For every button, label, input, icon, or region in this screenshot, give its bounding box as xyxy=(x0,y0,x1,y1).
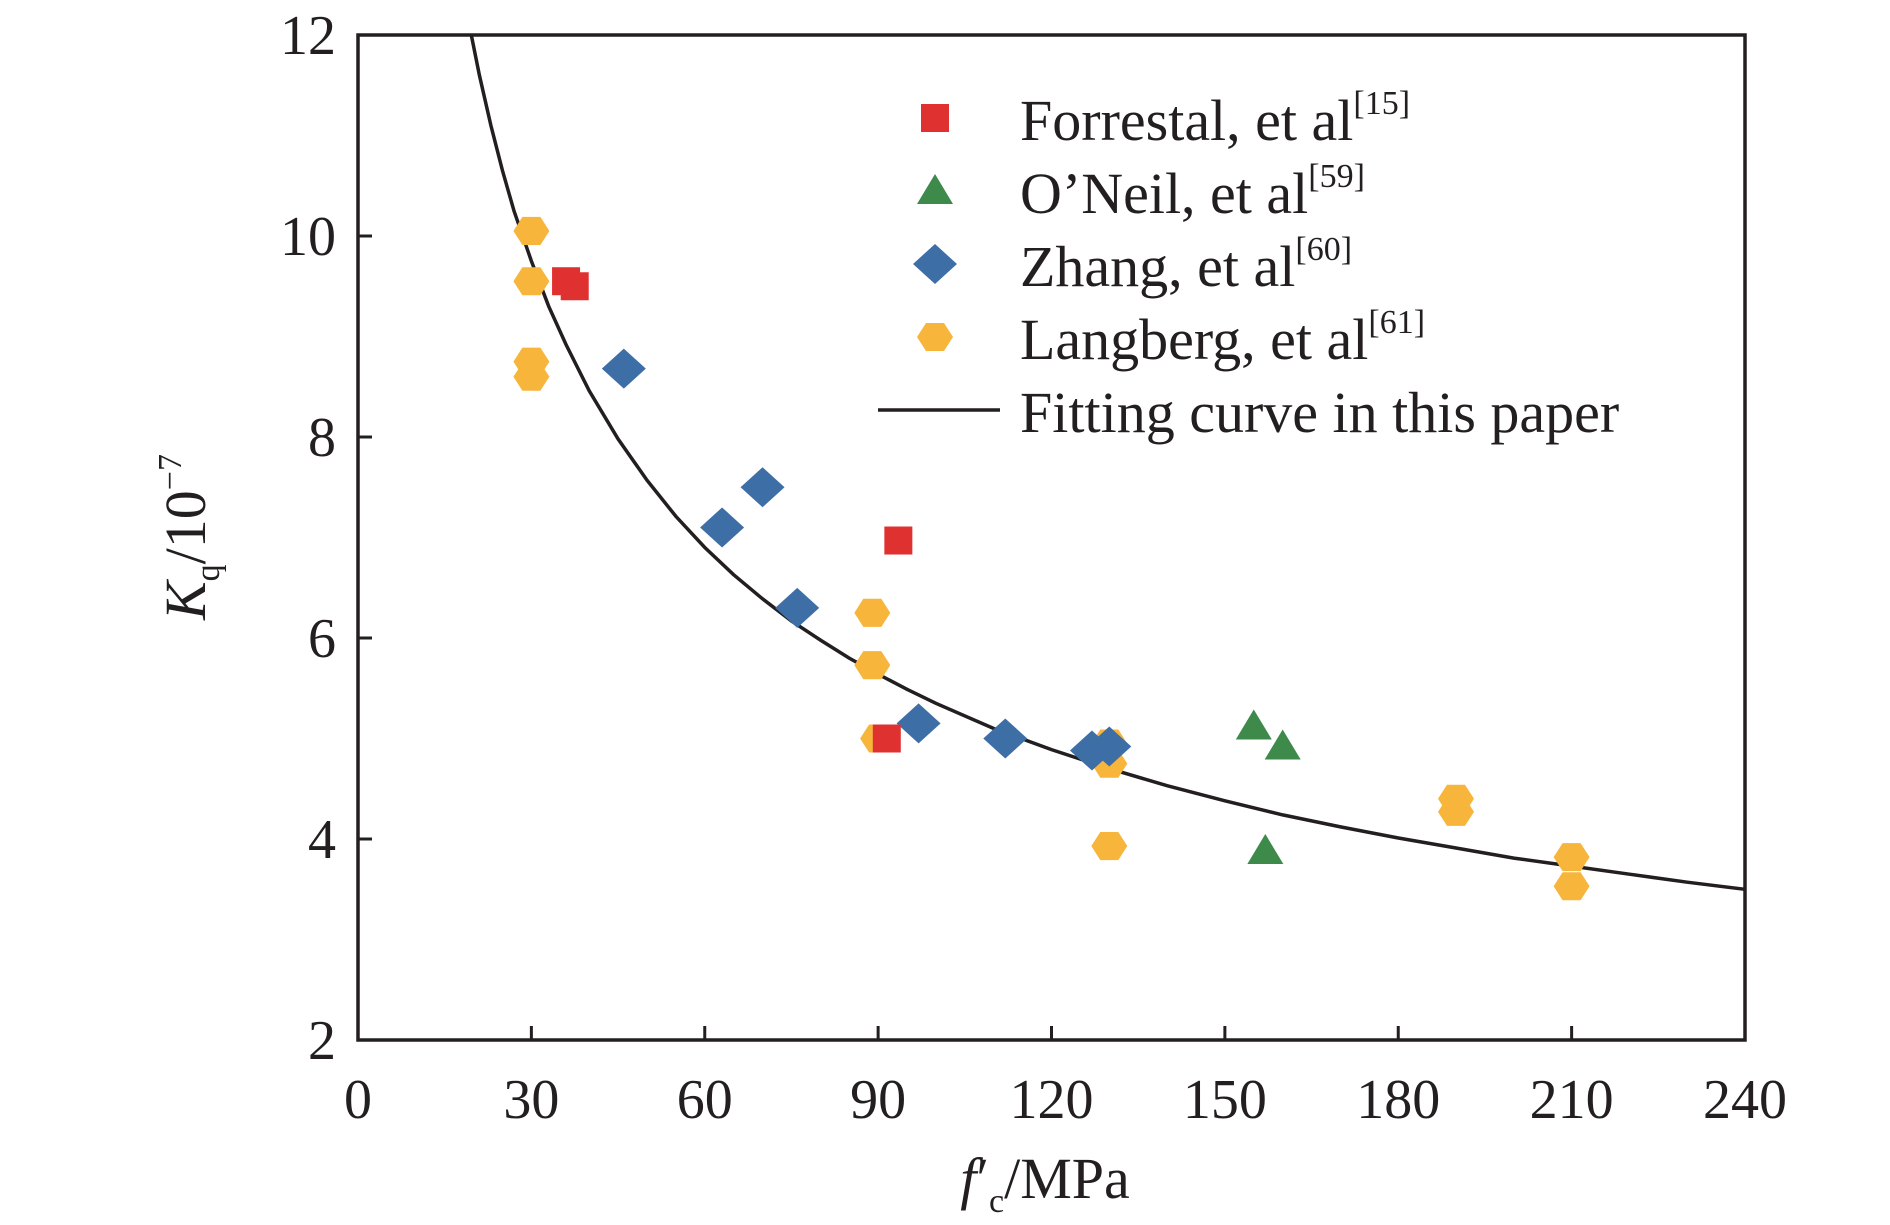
legend-item: Zhang, et al[60] xyxy=(913,231,1352,299)
x-tick-label: 60 xyxy=(677,1069,733,1131)
legend-label-fit: Fitting curve in this paper xyxy=(1020,380,1619,445)
legend-item-fit: Fitting curve in this paper xyxy=(878,380,1619,445)
x-axis-title-subscript: c xyxy=(989,1183,1004,1220)
y-tick-label: 6 xyxy=(308,608,336,670)
triangle-data-point xyxy=(1235,709,1272,740)
square-data-point xyxy=(884,526,913,555)
legend-label: O’Neil, et al[59] xyxy=(1020,158,1365,226)
hexagon-data-point xyxy=(513,267,550,296)
legend-item: O’Neil, et al[59] xyxy=(917,158,1365,226)
y-axis-title-subscript: q xyxy=(190,564,227,581)
legend-label: Langberg, et al[61] xyxy=(1020,304,1425,372)
diamond-data-point xyxy=(700,507,745,548)
square-data-point xyxy=(872,724,901,753)
legend-label-name: Zhang, et al xyxy=(1020,234,1295,299)
legend-label-ref: [15] xyxy=(1353,85,1410,122)
y-axis-title-unit: /10 xyxy=(153,490,218,564)
diamond-data-point xyxy=(1087,726,1132,767)
triangle-data-point xyxy=(1264,729,1301,760)
x-tick-label: 210 xyxy=(1530,1069,1614,1131)
x-tick-label: 120 xyxy=(1010,1069,1094,1131)
triangle-legend-icon xyxy=(917,174,953,204)
legend-item: Forrestal, et al[15] xyxy=(921,85,1410,153)
y-axis-title-exponent: −7 xyxy=(152,454,189,490)
hexagon-data-point xyxy=(1553,872,1590,901)
y-axis-ticks: 2 4 6 8 10 12 xyxy=(280,5,372,1072)
legend-label-ref: [59] xyxy=(1308,158,1365,195)
hexagon-data-point xyxy=(1553,843,1590,872)
hexagon-data-point xyxy=(854,651,891,680)
hexagon-data-point xyxy=(854,598,891,627)
legend-label-ref: [60] xyxy=(1295,231,1352,268)
diamond-data-point xyxy=(896,703,941,744)
diamond-data-point xyxy=(983,718,1028,759)
x-tick-label: 150 xyxy=(1183,1069,1267,1131)
x-tick-label: 180 xyxy=(1356,1069,1440,1131)
x-axis-ticks: 0 30 60 90 120 150 180 210 240 xyxy=(344,1026,1787,1131)
y-tick-label: 12 xyxy=(280,5,336,67)
y-tick-label: 2 xyxy=(308,1010,336,1072)
x-tick-label: 90 xyxy=(850,1069,906,1131)
y-tick-label: 10 xyxy=(280,206,336,268)
hexagon-data-point xyxy=(1438,797,1474,826)
legend-label: Forrestal, et al[15] xyxy=(1020,85,1410,153)
square-data-point xyxy=(560,272,589,301)
diamond-data-point xyxy=(740,467,785,508)
hexagon-legend-icon xyxy=(917,323,953,351)
legend-label-name: O’Neil, et al xyxy=(1020,161,1308,226)
x-tick-label: 0 xyxy=(344,1069,372,1131)
x-tick-label: 30 xyxy=(503,1069,559,1131)
x-tick-label: 240 xyxy=(1703,1069,1787,1131)
y-tick-label: 4 xyxy=(308,809,336,871)
x-axis-title-prime: ′ xyxy=(976,1146,989,1211)
hexagon-data-point xyxy=(513,216,550,245)
y-tick-label: 8 xyxy=(308,407,336,469)
diamond-data-point xyxy=(775,587,820,628)
legend-label-name: Langberg, et al xyxy=(1020,307,1368,372)
y-axis-title-symbol: K xyxy=(153,578,218,621)
legend-label: Zhang, et al[60] xyxy=(1020,231,1352,299)
legend: Forrestal, et al[15]O’Neil, et al[59]Zha… xyxy=(878,85,1619,445)
legend-label-ref: [61] xyxy=(1368,304,1425,341)
square-legend-icon xyxy=(921,104,949,132)
diamond-legend-icon xyxy=(913,244,957,284)
x-axis-title-unit: /MPa xyxy=(1004,1146,1130,1211)
diamond-data-point xyxy=(601,348,646,389)
y-axis-title: Kq/10−7 xyxy=(152,454,227,621)
triangle-data-point xyxy=(1247,834,1284,865)
hexagon-data-point xyxy=(513,362,550,391)
x-axis-title: f′c/MPa xyxy=(960,1146,1130,1220)
data-points-layer xyxy=(513,216,1590,901)
hexagon-data-point xyxy=(1091,832,1128,861)
legend-item: Langberg, et al[61] xyxy=(917,304,1425,372)
legend-label-name: Forrestal, et al xyxy=(1020,88,1353,153)
